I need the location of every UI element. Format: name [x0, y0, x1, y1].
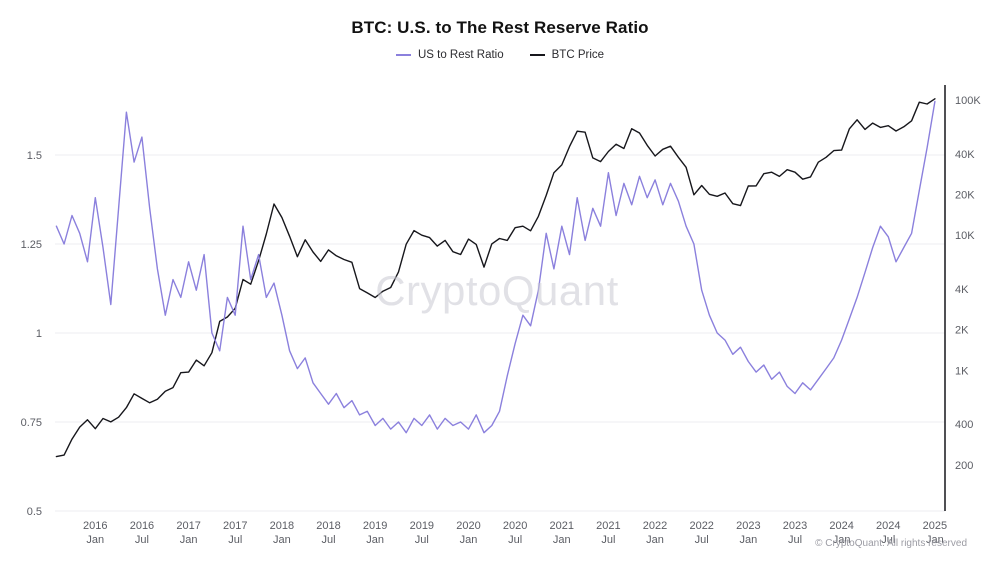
- x-axis-tick-month: Jul: [601, 534, 615, 546]
- x-axis-tick-month: Jul: [508, 534, 522, 546]
- x-axis-tick-month: Jan: [86, 534, 104, 546]
- x-axis-tick-month: Jan: [273, 534, 291, 546]
- x-axis-tick-month: Jan: [739, 534, 757, 546]
- x-axis-tick-year: 2020: [456, 520, 480, 532]
- x-axis-tick-month: Jul: [135, 534, 149, 546]
- x-axis-tick-year: 2017: [176, 520, 200, 532]
- x-axis-tick-year: 2016: [83, 520, 107, 532]
- right-axis-tick-label: 20K: [955, 189, 975, 201]
- x-axis-tick-year: 2021: [550, 520, 574, 532]
- left-axis-tick-label: 1.25: [21, 239, 42, 251]
- x-axis-tick-year: 2019: [410, 520, 434, 532]
- x-axis-tick-month: Jul: [228, 534, 242, 546]
- btc-line-swatch: [529, 54, 545, 56]
- right-axis-tick-label: 40K: [955, 149, 975, 161]
- x-axis-tick-year: 2018: [270, 520, 294, 532]
- x-axis-tick-month: Jan: [646, 534, 664, 546]
- left-axis-tick-label: 0.75: [21, 417, 42, 429]
- x-axis-tick-year: 2020: [503, 520, 527, 532]
- right-axis-tick-label: 100K: [955, 95, 981, 107]
- x-axis-tick-year: 2022: [689, 520, 713, 532]
- chart-title: BTC: U.S. to The Rest Reserve Ratio: [351, 18, 649, 37]
- x-axis-tick-month: Jul: [881, 534, 895, 546]
- right-axis-tick-label: 1K: [955, 365, 969, 377]
- left-axis-tick-label: 0.5: [27, 506, 42, 518]
- legend-label-btc-price: BTC Price: [551, 49, 605, 61]
- right-axis-tick-label: 200: [955, 460, 973, 472]
- x-axis-tick-year: 2022: [643, 520, 667, 532]
- legend: US to Rest Ratio BTC Price: [0, 49, 1000, 61]
- x-axis-tick-month: Jan: [926, 534, 944, 546]
- x-axis-tick-year: 2024: [829, 520, 853, 532]
- x-axis-tick-year: 2024: [876, 520, 900, 532]
- legend-item-btc-price[interactable]: BTC Price: [529, 49, 605, 61]
- x-axis-tick-year: 2019: [363, 520, 387, 532]
- btc-price-line[interactable]: [55, 98, 936, 458]
- ratio-line-swatch: [395, 54, 411, 56]
- legend-label-us-to-rest-ratio: US to Rest Ratio: [417, 49, 504, 61]
- copyright: © CryptoQuant. All rights reserved: [815, 538, 967, 549]
- x-axis-tick-month: Jul: [788, 534, 802, 546]
- left-axis-tick-label: 1.5: [27, 150, 42, 162]
- x-axis-tick-year: 2025: [923, 520, 947, 532]
- x-axis-tick-year: 2023: [783, 520, 807, 532]
- x-axis-tick-month: Jul: [321, 534, 335, 546]
- us-to-rest-ratio-line[interactable]: [55, 100, 936, 434]
- legend-item-us-to-rest-ratio[interactable]: US to Rest Ratio: [395, 49, 504, 61]
- right-axis-tick-label: 10K: [955, 230, 975, 242]
- x-axis-tick-month: Jan: [180, 534, 198, 546]
- right-axis-tick-label: 4K: [955, 284, 969, 296]
- x-axis-tick-month: Jan: [833, 534, 851, 546]
- x-axis-tick-year: 2018: [316, 520, 340, 532]
- x-axis-tick-month: Jan: [366, 534, 384, 546]
- x-axis-tick-year: 2023: [736, 520, 760, 532]
- x-axis-tick-year: 2016: [130, 520, 154, 532]
- x-axis-tick-month: Jul: [695, 534, 709, 546]
- right-axis-tick-label: 400: [955, 419, 973, 431]
- right-axis-tick-label: 2K: [955, 325, 969, 337]
- x-axis-tick-month: Jul: [415, 534, 429, 546]
- x-axis-tick-year: 2021: [596, 520, 620, 532]
- x-axis-tick-year: 2017: [223, 520, 247, 532]
- x-axis-tick-month: Jan: [553, 534, 571, 546]
- left-axis-tick-label: 1: [36, 328, 42, 340]
- x-axis-tick-month: Jan: [460, 534, 478, 546]
